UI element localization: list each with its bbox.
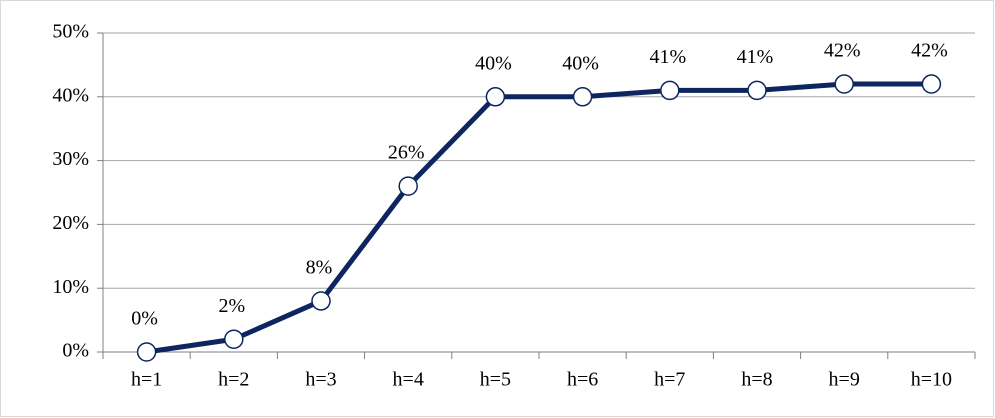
data-label: 40% <box>475 52 512 74</box>
y-tick-label: 50% <box>52 21 89 43</box>
data-label: 41% <box>737 46 774 68</box>
data-label: 42% <box>911 40 948 62</box>
x-tick-label: h=8 <box>741 369 772 391</box>
point-marker <box>834 74 854 94</box>
x-tick-label: h=10 <box>911 369 952 391</box>
point-marker <box>747 80 767 101</box>
point-marker <box>136 342 157 362</box>
y-tick-label: 40% <box>52 84 89 106</box>
point-marker <box>398 176 418 196</box>
x-tick-label: h=2 <box>218 369 249 391</box>
x-tick-label: h=6 <box>567 369 598 391</box>
data-label: 26% <box>388 142 425 164</box>
point-marker <box>572 87 593 107</box>
x-tick-label: h=7 <box>654 369 685 391</box>
point-marker <box>485 87 506 107</box>
data-label: 41% <box>649 46 686 68</box>
y-tick-label: 0% <box>62 340 89 362</box>
point-marker <box>224 329 244 349</box>
x-tick-label: h=5 <box>480 369 511 391</box>
data-label: 8% <box>306 257 333 279</box>
point-marker <box>921 74 942 94</box>
y-tick-label: 30% <box>52 148 89 170</box>
y-tick-label: 10% <box>52 276 89 298</box>
data-label: 42% <box>824 40 861 62</box>
x-tick-label: h=9 <box>829 369 860 391</box>
y-tick-label: 20% <box>52 212 89 234</box>
data-label: 40% <box>562 52 599 74</box>
point-marker <box>311 291 331 311</box>
data-label: 2% <box>218 295 245 317</box>
x-tick-label: h=1 <box>131 369 162 391</box>
data-label: 0% <box>131 308 158 330</box>
series-line <box>146 81 932 355</box>
x-tick-label: h=3 <box>305 369 336 391</box>
x-tick-label: h=4 <box>393 369 424 391</box>
point-marker <box>660 80 680 101</box>
